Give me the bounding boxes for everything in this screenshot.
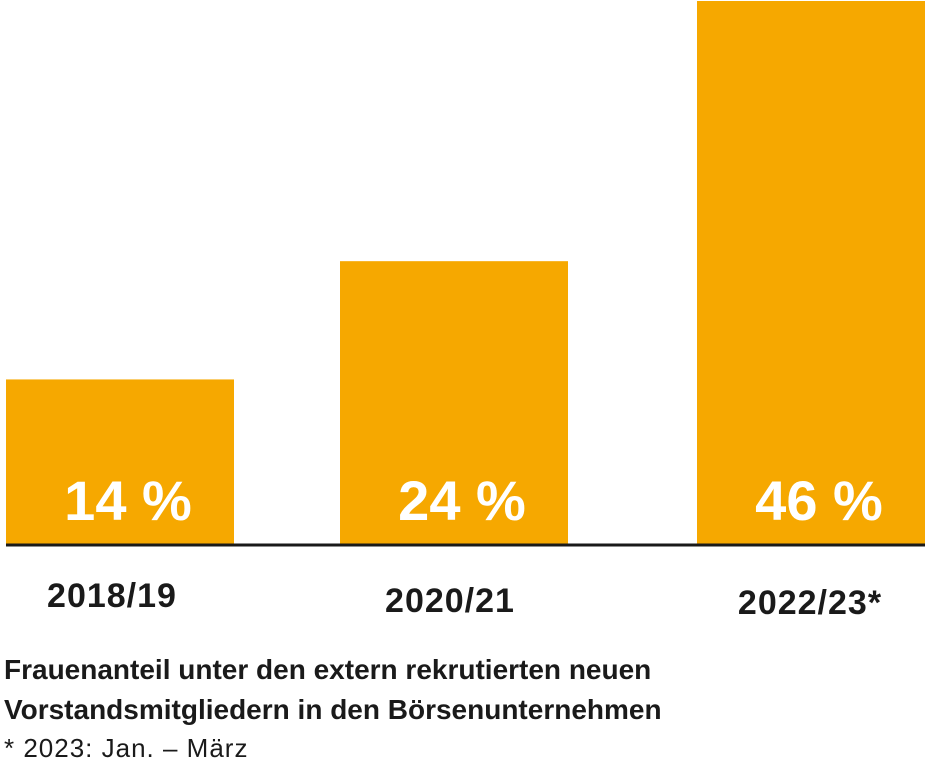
category-label: 2022/23*	[738, 584, 882, 622]
value-label: 46 %	[755, 469, 883, 532]
category-labels-group: 2018/19 2020/21 2022/23*	[47, 577, 882, 622]
bar-2020-21	[340, 261, 568, 545]
category-label: 2020/21	[385, 582, 515, 620]
value-label: 14 %	[64, 469, 192, 532]
bar-2018-19	[6, 379, 234, 545]
value-label: 24 %	[398, 469, 526, 532]
caption-line-2: Vorstandsmitgliedern in den Börsenuntern…	[4, 694, 662, 725]
bars-group: 14 % 24 % 46 %	[6, 1, 925, 545]
caption-line-1: Frauenanteil unter den extern rekrutiert…	[4, 654, 652, 685]
bar-2022-23-	[697, 1, 925, 545]
bar-chart: 14 % 24 % 46 % 2018/19 2020/21 2022/23*	[6, 1, 925, 622]
chart-caption: Frauenanteil unter den extern rekrutiert…	[4, 650, 919, 766]
category-label: 2018/19	[47, 577, 177, 615]
footnote: * 2023: Jan. – März	[4, 733, 249, 763]
